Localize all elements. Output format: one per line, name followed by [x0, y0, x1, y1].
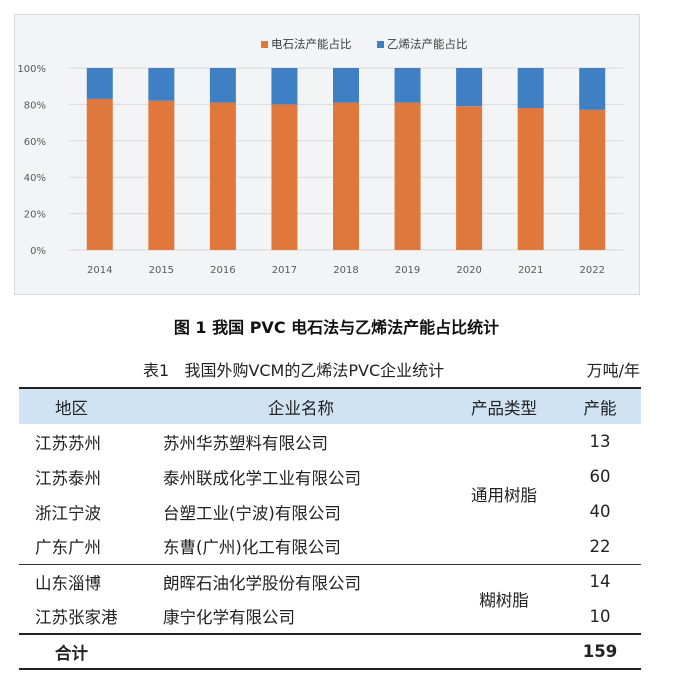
bar-segment-series-1-2019	[394, 102, 421, 250]
table-row: 广东广州 东曹(广州)化工有限公司 22	[19, 529, 641, 564]
table-row: 山东淄博 朗晖石油化学股份有限公司 糊树脂 14	[19, 563, 641, 634]
bar-segment-series-1-2020	[456, 106, 483, 250]
table-unit: 万吨/年	[586, 361, 640, 380]
company-cell: 台塑工业(宁波)有限公司	[163, 503, 341, 523]
bar-segment-series-2-2021	[517, 68, 544, 109]
bars	[86, 68, 606, 251]
bar-segment-series-1-2016	[209, 102, 236, 250]
legend: 电石法产能占比 乙烯法产能占比	[261, 37, 468, 51]
chart-panel: 电石法产能占比 乙烯法产能占比 0% 20% 40% 60% 80% 100% 2014 2…	[14, 14, 640, 295]
legend-swatch-series-2	[377, 41, 384, 48]
bar-segment-series-2-2015	[148, 68, 175, 101]
table-header-row: 地区 企业名称 产品类型 产能	[19, 387, 641, 424]
x-tick-label: 2014	[87, 265, 112, 276]
bar-segment-series-1-2014	[86, 98, 113, 250]
table-row: 江苏泰州 泰州联成化学工业有限公司 60	[19, 459, 641, 494]
bar-segment-series-2-2017	[271, 68, 298, 105]
total-empty-cell	[439, 633, 569, 670]
region-cell: 江苏苏州	[35, 433, 101, 453]
bar-segment-series-2-2016	[209, 68, 236, 103]
x-tick-label: 2017	[272, 265, 297, 276]
x-tick-label: 2021	[518, 265, 543, 276]
bar-segment-series-1-2018	[333, 102, 359, 250]
total-label: 合计	[19, 633, 149, 670]
bar-segment-series-1-2021	[517, 108, 544, 250]
bar-segment-series-1-2022	[579, 109, 606, 250]
bar-segment-series-2-2019	[394, 68, 421, 103]
y-tick-label: 60%	[24, 137, 46, 148]
figure-caption: 图 1 我国 PVC 电石法与乙烯法产能占比统计	[173, 318, 500, 337]
bar-segment-series-1-2017	[271, 104, 298, 251]
y-tick-label: 100%	[17, 64, 46, 75]
bar-segment-series-2-2014	[86, 68, 113, 99]
header-company: 企业名称	[149, 387, 439, 424]
total-row: 合计 159	[19, 633, 641, 670]
capacity-cell: 22	[589, 536, 611, 556]
legend-label-series-1: 电石法产能占比	[271, 37, 352, 51]
header-type: 产品类型	[439, 387, 569, 424]
x-tick-label: 2015	[149, 265, 174, 276]
x-tick-label: 2022	[579, 265, 604, 276]
capacity-cell: 13	[589, 432, 611, 451]
type-cell-general-resin: 通用树脂	[471, 485, 537, 505]
legend-label-series-2: 乙烯法产能占比	[387, 37, 468, 51]
capacity-cell: 14	[569, 563, 641, 599]
table-caption: 表1 我国外购VCM的乙烯法PVC企业统计	[143, 361, 445, 380]
bar-segment-series-2-2018	[333, 68, 359, 103]
stacked-bar-chart: 电石法产能占比 乙烯法产能占比 0%20%40%60%80%100% 2014 2…	[17, 37, 623, 276]
y-tick-label: 40%	[24, 173, 46, 184]
legend-swatch-series-1	[261, 41, 268, 48]
region-cell: 江苏泰州	[35, 468, 101, 488]
region-cell: 山东淄博	[19, 563, 149, 599]
bar-segment-series-2-2020	[456, 68, 483, 107]
x-tick-label: 2020	[456, 265, 481, 276]
company-cell: 东曹(广州)化工有限公司	[163, 538, 341, 558]
company-cell: 康宁化学有限公司	[163, 608, 295, 627]
region-cell: 浙江宁波	[35, 503, 101, 523]
bar-segment-series-2-2022	[579, 68, 606, 110]
x-tick-label: 2018	[333, 265, 358, 276]
table-row: 江苏苏州 苏州华苏塑料有限公司 通用树脂 13	[19, 424, 641, 505]
region-cell: 江苏张家港	[35, 608, 118, 627]
capacity-cell: 10	[589, 606, 611, 626]
total-empty-cell	[149, 633, 439, 670]
header-region: 地区	[19, 387, 149, 424]
company-cell: 泰州联成化学工业有限公司	[163, 468, 361, 488]
table-row: 江苏张家港 康宁化学有限公司 10	[19, 599, 641, 634]
x-axis-tick-labels: 2014 2015 2016 2017 2018 2019 2020 2021 2022	[87, 265, 605, 276]
company-cell: 苏州华苏塑料有限公司	[163, 433, 328, 453]
region-cell: 广东广州	[35, 538, 101, 558]
y-axis-tick-labels: 0% 20% 40% 60% 80% 100%	[17, 64, 46, 257]
type-cell-paste-resin: 糊树脂	[439, 563, 569, 634]
bar-segment-series-1-2015	[148, 100, 175, 250]
x-tick-label: 2019	[395, 265, 420, 276]
header-capacity: 产能	[569, 387, 641, 424]
y-tick-label: 0%	[30, 246, 46, 257]
enterprise-table: 地区 企业名称 产品类型 产能 江苏苏州 苏州华苏塑料有限公司 通用树脂 13 …	[19, 387, 641, 670]
capacity-cell: 40	[589, 502, 611, 521]
x-tick-label: 2016	[210, 265, 235, 276]
total-capacity: 159	[569, 633, 641, 670]
company-cell: 朗晖石油化学股份有限公司	[149, 563, 439, 599]
y-tick-label: 20%	[24, 210, 46, 221]
y-tick-label: 80%	[24, 100, 46, 111]
capacity-cell: 60	[589, 467, 611, 486]
table-row: 浙江宁波 台塑工业(宁波)有限公司 40	[19, 494, 641, 529]
